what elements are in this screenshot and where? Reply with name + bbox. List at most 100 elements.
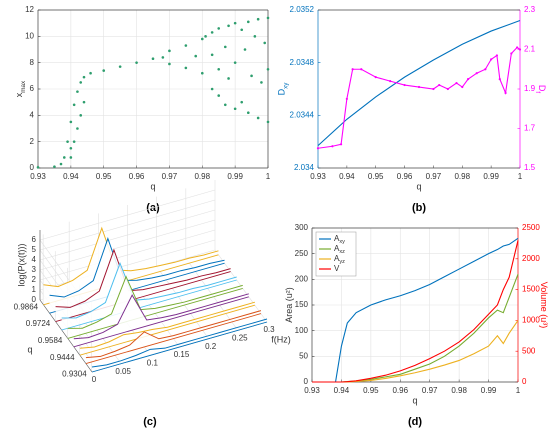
y2-tick-label: 1.7	[524, 124, 536, 133]
z-tick-label: 4	[32, 255, 37, 264]
x-tick-label: 0	[92, 375, 97, 384]
y-tick-label: 250	[295, 249, 309, 258]
x-tick-label: 0.95	[96, 172, 112, 181]
marker	[417, 85, 421, 89]
marker	[389, 80, 392, 83]
series-baseline	[55, 271, 231, 323]
marker	[316, 147, 320, 150]
x-tick-label: 0.97	[162, 172, 178, 181]
x-tick-label: 0.93	[30, 172, 46, 181]
marker	[403, 83, 406, 87]
point	[260, 81, 263, 84]
y-tick-label: 0.9444	[50, 353, 75, 362]
waterfall-fill	[85, 310, 261, 364]
x-axis-label: q	[412, 395, 417, 405]
y-tick-label: 2.0352	[290, 5, 315, 14]
point	[210, 31, 214, 34]
marker	[360, 68, 363, 71]
series-line	[73, 293, 249, 340]
marker	[490, 58, 493, 61]
z-tick-label: 2	[32, 275, 37, 284]
x-axis-label: f(Hz)	[271, 334, 291, 344]
y-tick-label: 12	[25, 5, 34, 14]
point	[217, 27, 221, 30]
x-tick-label: 0.99	[227, 172, 243, 181]
x-tick-label: 1	[266, 172, 271, 181]
series-line	[61, 261, 237, 319]
marker	[455, 81, 458, 85]
marker	[339, 143, 343, 146]
x-tick-label: 0.97	[422, 386, 438, 395]
point	[233, 107, 237, 111]
legend-label: Ayz	[334, 254, 345, 265]
z-tick-label: 5	[32, 245, 37, 254]
marker	[331, 145, 334, 148]
point	[200, 71, 204, 75]
caption: (b)	[412, 202, 426, 214]
marker	[446, 87, 449, 91]
marker	[466, 78, 470, 81]
axis-line	[39, 299, 93, 373]
y-tick-label: 8	[30, 58, 35, 67]
y2-axis-label: Volume (u³)	[539, 282, 549, 329]
x-tick-label: 0.15	[174, 350, 190, 359]
waterfall-fill	[79, 302, 255, 356]
legend-label: Axz	[334, 244, 345, 255]
y-tick-label: 0.9584	[38, 336, 63, 345]
x-tick-label: 0.93	[304, 386, 320, 395]
y2-tick-label: 1000	[522, 316, 540, 325]
point	[253, 35, 257, 38]
y-tick-label: 6	[30, 84, 35, 93]
x-tick-label: 0.05	[115, 367, 131, 376]
z-tick-label: 0	[32, 295, 37, 304]
waterfall-fill	[61, 263, 237, 330]
point	[82, 75, 86, 79]
point	[76, 127, 79, 130]
y-tick-label: 200	[295, 274, 309, 283]
series-line	[85, 310, 262, 359]
point	[256, 116, 260, 120]
y-tick-label: 2	[30, 137, 35, 146]
legend-label-sub: xy	[339, 239, 345, 245]
marker	[495, 54, 499, 57]
point	[240, 100, 244, 104]
point	[69, 146, 73, 150]
x-axis-label: q	[150, 181, 155, 191]
point	[233, 61, 237, 64]
series-line	[43, 226, 219, 288]
y-tick-label: 0	[30, 163, 35, 172]
x-tick-label: 0.99	[483, 172, 499, 181]
y-tick-label: 2.0344	[290, 110, 315, 119]
y2-tick-label: 1.5	[524, 163, 536, 172]
point	[168, 49, 171, 53]
point	[256, 17, 260, 21]
y-tick-label: 2.034	[294, 163, 315, 172]
marker	[432, 87, 435, 91]
marker	[461, 85, 464, 89]
point	[200, 37, 204, 41]
waterfall-fill	[92, 319, 267, 372]
series-baseline	[79, 304, 255, 356]
waterfall-fill	[55, 249, 231, 322]
y2-axis-label-main: D	[537, 85, 547, 92]
series-line	[67, 275, 243, 329]
legend-label-main: A	[334, 244, 340, 253]
legend-label-main: A	[334, 254, 340, 263]
marker	[475, 72, 478, 75]
point	[161, 56, 165, 59]
marker	[484, 68, 487, 71]
series-line	[91, 318, 268, 368]
z-axis-label: log(P(x(t)))	[16, 244, 26, 287]
point	[72, 103, 76, 107]
point	[210, 87, 214, 91]
x-tick-label: 0.96	[129, 172, 145, 181]
marker	[504, 91, 507, 95]
y2-tick-label: 2500	[522, 223, 540, 232]
y-tick-label: 0.9724	[26, 319, 51, 328]
waterfall-fill	[73, 293, 249, 347]
waterfall-fill	[49, 238, 225, 314]
z-tick-label: 6	[32, 235, 37, 244]
point	[79, 81, 83, 84]
x-tick-label: 0.95	[368, 172, 384, 181]
